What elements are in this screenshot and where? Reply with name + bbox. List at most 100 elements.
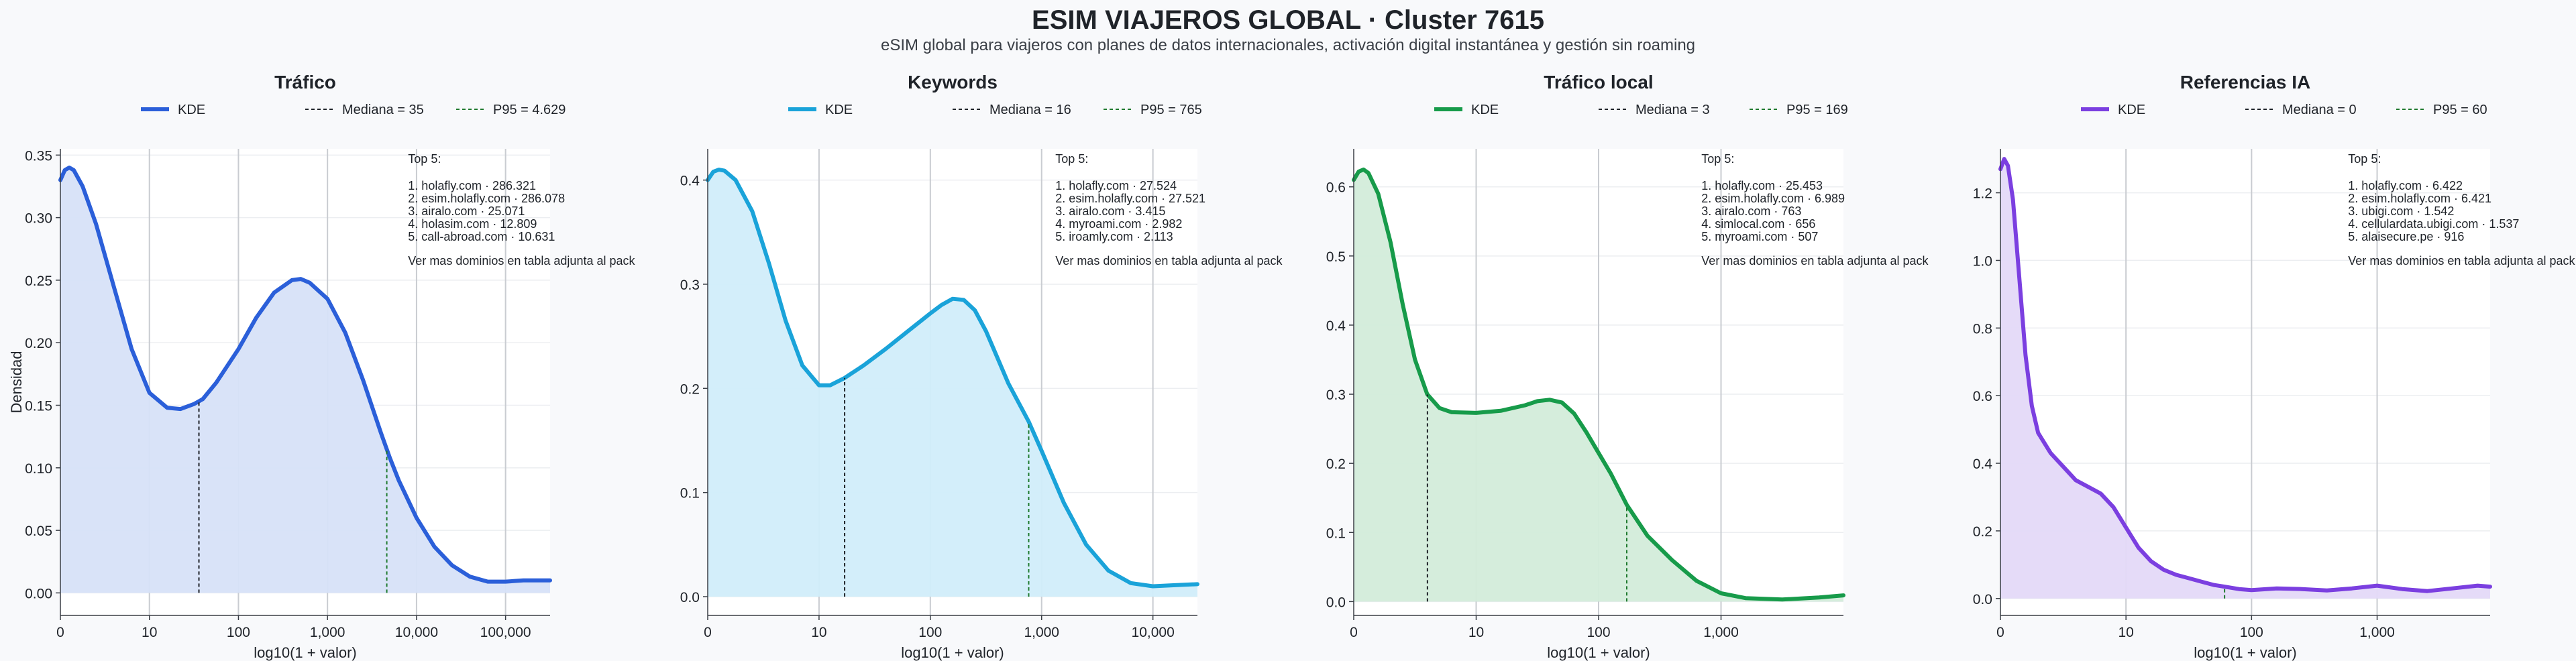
top5-footnote: Ver mas dominios en tabla adjunta al pac… (2348, 254, 2575, 267)
x-tick-label: 1,000 (310, 625, 345, 640)
kde-line (1352, 167, 1845, 602)
y-tick-label: 0.3 (1326, 387, 1346, 403)
top5-footnote: Ver mas dominios en tabla adjunta al pac… (1701, 254, 1929, 267)
legend-label: P95 = 4.629 (493, 103, 566, 117)
y-tick-label: 0.30 (25, 211, 52, 227)
x-tick-label: 100 (1587, 625, 1610, 640)
top5-item: 3. airalo.com · 763 (1701, 204, 1801, 218)
x-axis-label: log10(1 + valor) (1547, 644, 1650, 661)
x-axis-label: log10(1 + valor) (2194, 644, 2296, 661)
y-tick-label: 0.20 (25, 336, 52, 351)
legend-label: KDE (825, 103, 853, 117)
top5-item: 5. iroamly.com · 2.113 (1055, 230, 1173, 243)
x-tick-label: 0 (1996, 625, 2004, 640)
kde-line (58, 166, 552, 584)
top5-item: 2. esim.holafly.com · 27.521 (1055, 192, 1205, 205)
legend: KDE Mediana = 35 P95 = 4.629 (141, 103, 566, 117)
x-tick-label: 0 (704, 625, 712, 640)
top5-item: 1. holafly.com · 6.422 (2348, 179, 2463, 192)
panel-title: Tráfico local (1544, 72, 1653, 93)
y-tick-label: 0.15 (25, 399, 52, 414)
x-tick-label: 100 (918, 625, 942, 640)
y-tick-label: 0.25 (25, 274, 52, 289)
chart-title: ESIM VIAJEROS GLOBAL · Cluster 7615 (1032, 5, 1544, 35)
chart-panel-1: 0.00 0.05 0.10 0.15 0.20 0.25 0.30 0.35 0 10 100 1,… (8, 72, 636, 661)
y-tick-label: 0.6 (1326, 180, 1346, 196)
legend: KDE Mediana = 0 P95 = 60 (2081, 103, 2487, 117)
panel-title: Keywords (908, 72, 998, 93)
top5-item: 4. cellulardata.ubigi.com · 1.537 (2348, 217, 2519, 231)
legend-label: P95 = 60 (2433, 103, 2487, 117)
y-tick-label: 0.1 (680, 486, 700, 501)
top5-item: 3. ubigi.com · 1.542 (2348, 204, 2454, 218)
x-axis-label: log10(1 + valor) (901, 644, 1004, 661)
kde-area (60, 168, 550, 593)
top5-item: 4. myroami.com · 2.982 (1055, 217, 1182, 231)
x-tick-label: 1,000 (1703, 625, 1739, 640)
top5-item: 2. esim.holafly.com · 286.078 (408, 192, 565, 205)
y-tick-label: 1.2 (1973, 186, 1992, 202)
x-tick-label: 10,000 (395, 625, 438, 640)
y-tick-label: 0.2 (1326, 457, 1346, 472)
y-tick-label: 0.5 (1326, 249, 1346, 265)
legend: KDE Mediana = 3 P95 = 169 (1434, 103, 1848, 117)
legend-label: Mediana = 0 (2282, 103, 2357, 117)
kde-area (708, 170, 1197, 597)
x-tick-label: 0 (56, 625, 64, 640)
top5-footnote: Ver mas dominios en tabla adjunta al pac… (408, 254, 635, 267)
top5-item: 4. holasim.com · 12.809 (408, 217, 537, 231)
top5-title: Top 5: (1701, 152, 1734, 166)
panel-title: Tráfico (274, 72, 336, 93)
top5-item: 2. esim.holafly.com · 6.421 (2348, 192, 2491, 205)
top5-item: 1. holafly.com · 25.453 (1701, 179, 1823, 192)
y-tick-label: 0.2 (680, 381, 700, 397)
kde-line (1998, 157, 2492, 593)
kde-area (2000, 159, 2490, 599)
y-tick-label: 0.3 (680, 278, 700, 293)
x-tick-label: 10 (1468, 625, 1484, 640)
top5-footnote: Ver mas dominios en tabla adjunta al pac… (1055, 254, 1283, 267)
y-tick-label: 0.00 (25, 586, 52, 601)
x-tick-label: 10 (811, 625, 826, 640)
kde-area (1354, 169, 1843, 602)
panel-title: Referencias IA (2180, 72, 2311, 93)
kde-line (706, 168, 1199, 589)
top5-item: 4. simlocal.com · 656 (1701, 217, 1815, 231)
y-tick-label: 0.0 (680, 590, 700, 605)
top5-item: 5. call-abroad.com · 10.631 (408, 230, 555, 243)
top5-item: 3. airalo.com · 3.415 (1055, 204, 1165, 218)
legend-label: KDE (2118, 103, 2145, 117)
top5-item: 3. airalo.com · 25.071 (408, 204, 525, 218)
chart-panel-4: 0.0 0.2 0.4 0.6 0.8 1.0 1.2 0 10 100 1,000 log10(1 … (1973, 72, 2576, 661)
y-tick-label: 0.4 (1973, 457, 1993, 472)
y-tick-label: 0.2 (1973, 524, 1992, 540)
y-tick-label: 0.0 (1326, 595, 1346, 610)
y-axis-label: Densidad (8, 351, 25, 414)
y-tick-label: 0.4 (1326, 318, 1346, 334)
y-tick-label: 0.8 (1973, 321, 1992, 337)
chart-panel-3: 0.0 0.1 0.2 0.3 0.4 0.5 0.6 0 10 100 1,000 log10(1 … (1326, 72, 1929, 661)
y-tick-label: 0.6 (1973, 389, 1992, 404)
y-tick-label: 0.35 (25, 148, 52, 164)
legend: KDE Mediana = 16 P95 = 765 (788, 103, 1202, 117)
legend-label: Mediana = 3 (1635, 103, 1710, 117)
legend-label: Mediana = 35 (342, 103, 424, 117)
y-tick-label: 0.4 (680, 174, 700, 189)
legend-label: P95 = 765 (1140, 103, 1202, 117)
top5-item: 1. holafly.com · 286.321 (408, 179, 536, 192)
x-tick-label: 100 (227, 625, 250, 640)
top5-title: Top 5: (1055, 152, 1088, 166)
legend-label: Mediana = 16 (989, 103, 1071, 117)
x-axis-label: log10(1 + valor) (254, 644, 356, 661)
x-tick-label: 10,000 (1132, 625, 1175, 640)
legend-label: KDE (178, 103, 205, 117)
top5-title: Top 5: (408, 152, 441, 166)
legend-label: P95 = 169 (1786, 103, 1848, 117)
top5-item: 2. esim.holafly.com · 6.989 (1701, 192, 1845, 205)
y-tick-label: 0.1 (1326, 526, 1346, 541)
